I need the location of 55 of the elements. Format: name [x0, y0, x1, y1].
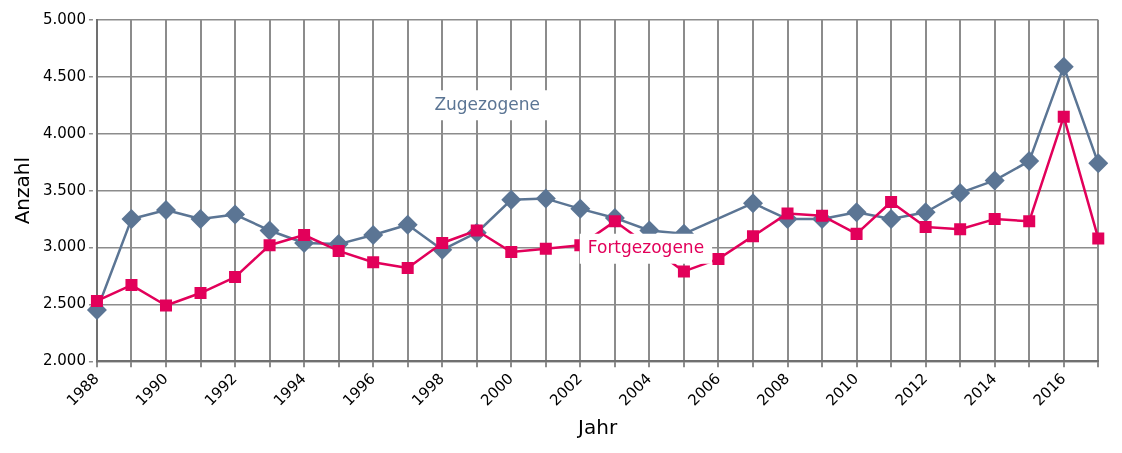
- point: [1023, 215, 1036, 228]
- point: [742, 193, 763, 214]
- point: [712, 252, 725, 265]
- point: [539, 242, 552, 255]
- point: [1057, 110, 1070, 123]
- point: [397, 214, 418, 235]
- point: [121, 209, 142, 230]
- point: [570, 198, 591, 219]
- text: Zugezogene: [434, 93, 540, 114]
- point: [885, 196, 898, 209]
- point: [881, 209, 902, 230]
- point: [125, 279, 138, 292]
- point: [367, 256, 380, 269]
- point: [505, 246, 518, 259]
- point: [229, 271, 242, 284]
- point: [850, 227, 863, 240]
- point: [984, 170, 1005, 191]
- y-tick-label: 2.000: [42, 351, 86, 370]
- point: [919, 221, 932, 234]
- series-label: Fortgezogene: [587, 237, 705, 258]
- point: [501, 189, 522, 210]
- x-axis-title: Jahr: [576, 415, 618, 440]
- point: [401, 261, 414, 275]
- point: [1088, 153, 1109, 174]
- y-tick-label: 4.000: [42, 123, 86, 142]
- point: [846, 202, 867, 223]
- point: [298, 229, 311, 242]
- y-tick-label: 5.000: [42, 9, 86, 28]
- point: [159, 299, 173, 312]
- y-axis-title: Anzahl: [10, 156, 35, 225]
- point: [1053, 56, 1074, 77]
- point: [988, 213, 1001, 226]
- point: [436, 236, 449, 249]
- point: [90, 294, 103, 307]
- point: [781, 207, 794, 220]
- point: [746, 230, 759, 243]
- point: [677, 265, 690, 278]
- point: [263, 239, 276, 252]
- point: [1092, 232, 1105, 245]
- point: [915, 202, 936, 223]
- point: [954, 223, 967, 236]
- point: [156, 199, 176, 220]
- y-tick-label: 3.000: [42, 237, 86, 256]
- y-tick-label: 4.500: [42, 66, 86, 85]
- point: [363, 225, 384, 246]
- point: [950, 182, 971, 203]
- y-tick-label: 3.500: [42, 180, 86, 199]
- point: [1019, 151, 1040, 172]
- point: [535, 188, 556, 209]
- y-tick-label: 2.500: [42, 294, 86, 313]
- point: [259, 220, 280, 241]
- point: [194, 287, 207, 300]
- point: [332, 244, 345, 257]
- point: [190, 209, 211, 230]
- point: [225, 204, 246, 225]
